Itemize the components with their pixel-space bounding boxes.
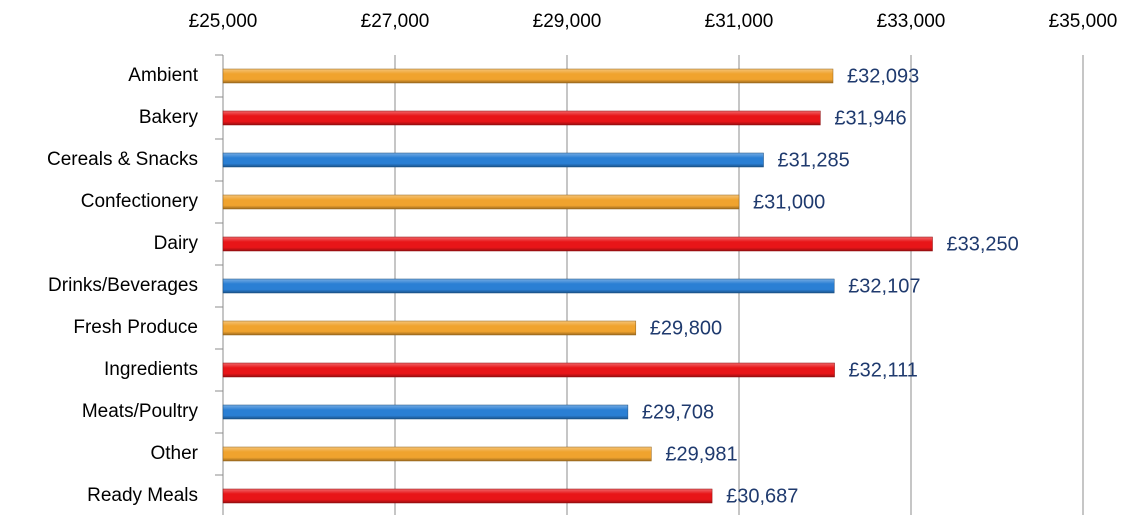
- bar: [222, 152, 764, 168]
- y-tick-label: Cereals & Snacks: [47, 149, 198, 170]
- value-label: £32,111: [849, 359, 918, 381]
- x-tick-label: £27,000: [361, 11, 430, 32]
- x-tick-label: £31,000: [705, 11, 774, 32]
- y-tick-label: Fresh Produce: [73, 317, 198, 338]
- x-tick-label: £35,000: [1049, 11, 1118, 32]
- bar: [222, 404, 629, 420]
- value-label: £33,250: [947, 233, 1019, 255]
- bar: [222, 278, 835, 294]
- y-tick-label: Drinks/Beverages: [48, 275, 198, 296]
- y-tick-label: Ready Meals: [87, 485, 198, 506]
- x-tick-label: £33,000: [877, 11, 946, 32]
- bar: [222, 194, 740, 210]
- value-label: £31,285: [778, 149, 850, 171]
- bar: [222, 110, 821, 126]
- value-label: £29,708: [642, 401, 714, 423]
- value-label: £29,800: [650, 317, 722, 339]
- bar: [222, 68, 834, 84]
- y-tick-label: Ingredients: [104, 359, 198, 380]
- bar: [222, 362, 835, 378]
- y-tick-label: Ambient: [128, 65, 198, 86]
- y-tick-label: Bakery: [139, 107, 199, 128]
- y-tick-label: Dairy: [154, 233, 199, 254]
- bar: [222, 446, 652, 462]
- x-tick-label: £29,000: [533, 11, 602, 32]
- y-tick-label: Meats/Poultry: [82, 401, 199, 422]
- value-label: £31,000: [753, 191, 825, 213]
- value-label: £32,093: [847, 65, 919, 87]
- value-label: £29,981: [665, 443, 737, 465]
- value-label: £32,107: [848, 275, 920, 297]
- bar: [222, 236, 933, 252]
- y-tick-label: Other: [150, 443, 198, 464]
- y-tick-label: Confectionery: [81, 191, 199, 212]
- x-tick-label: £25,000: [189, 11, 258, 32]
- value-label: £31,946: [834, 107, 906, 129]
- bar: [222, 488, 713, 504]
- bar: [222, 320, 637, 336]
- value-label: £30,687: [726, 485, 798, 507]
